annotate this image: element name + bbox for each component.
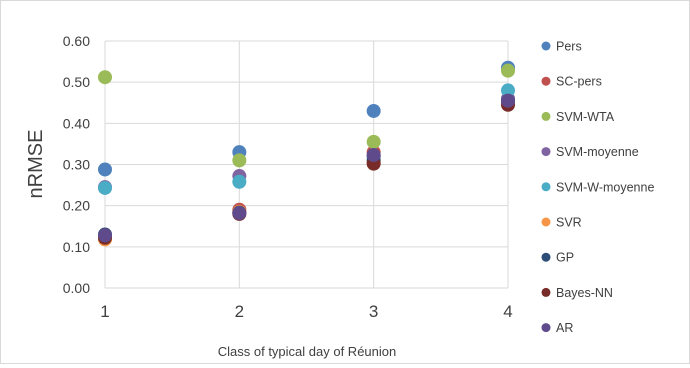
legend-label: AR xyxy=(556,321,573,335)
legend-marker xyxy=(541,76,551,86)
legend: Pers SC-pers SVM-WTA SVM-moyenne SVM-W-moyen… xyxy=(541,40,654,335)
data-point xyxy=(366,103,381,118)
y-axis-title: nRMSE xyxy=(25,130,47,199)
x-tick-label: 4 xyxy=(503,302,512,321)
legend-label: SC-pers xyxy=(556,75,602,89)
data-point xyxy=(98,180,112,195)
y-tick-label: 0.20 xyxy=(63,198,90,214)
data-point xyxy=(501,93,515,108)
legend-marker xyxy=(541,323,551,333)
x-axis-title: Class of typical day of Réunion xyxy=(218,344,396,359)
y-tick-label: 0.10 xyxy=(63,239,90,255)
legend-label: Pers xyxy=(556,40,582,54)
legend-marker xyxy=(541,217,551,227)
y-tick-label: 0.00 xyxy=(63,280,90,296)
data-points xyxy=(98,60,515,247)
data-point xyxy=(98,70,112,85)
legend-marker xyxy=(541,147,551,157)
x-tick-label: 1 xyxy=(100,302,109,321)
data-point xyxy=(501,83,515,98)
y-tick-label: 0.50 xyxy=(63,74,90,90)
data-point xyxy=(232,153,247,168)
data-point xyxy=(98,162,112,177)
gridlines xyxy=(104,40,509,289)
data-point xyxy=(232,174,247,189)
data-point xyxy=(98,228,112,243)
legend-marker xyxy=(541,41,551,51)
legend-marker xyxy=(541,287,551,297)
legend-marker xyxy=(541,182,551,192)
legend-marker xyxy=(541,252,551,262)
legend-marker xyxy=(541,111,551,121)
legend-label: SVR xyxy=(556,216,582,230)
y-tick-label: 0.60 xyxy=(63,33,90,49)
x-tick-label: 3 xyxy=(369,302,378,321)
data-point xyxy=(501,63,515,78)
y-tick-label: 0.30 xyxy=(63,157,90,173)
x-tick-label: 2 xyxy=(235,302,244,321)
legend-label: SVM-WTA xyxy=(556,110,615,124)
legend-label: SVM-moyenne xyxy=(556,145,639,159)
y-tick-label: 0.40 xyxy=(63,115,90,131)
legend-label: Bayes-NN xyxy=(556,286,613,300)
data-point xyxy=(232,206,247,221)
axes: 0.00 0.10 0.20 0.30 0.40 0.50 0.60 1 2 3 4 xyxy=(63,33,513,321)
legend-label: SVM-W-moyenne xyxy=(556,180,654,194)
data-point xyxy=(366,134,381,149)
data-point xyxy=(366,148,381,163)
legend-label: GP xyxy=(556,251,574,265)
